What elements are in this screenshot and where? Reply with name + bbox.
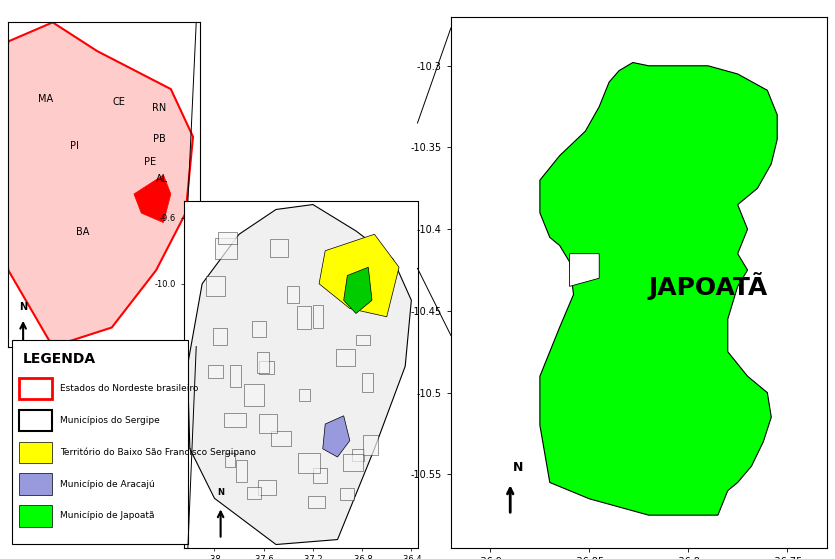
Polygon shape: [260, 361, 275, 375]
Text: CE: CE: [113, 97, 125, 107]
Polygon shape: [287, 286, 299, 303]
Polygon shape: [357, 335, 370, 345]
Text: LEGENDA: LEGENDA: [23, 352, 96, 366]
Polygon shape: [236, 461, 246, 482]
Polygon shape: [300, 389, 310, 400]
Polygon shape: [230, 365, 240, 387]
Text: N: N: [513, 461, 524, 474]
Polygon shape: [298, 453, 320, 473]
Polygon shape: [336, 349, 355, 366]
Polygon shape: [540, 63, 777, 515]
Polygon shape: [257, 352, 269, 373]
Polygon shape: [569, 254, 600, 286]
Polygon shape: [0, 22, 193, 347]
Polygon shape: [347, 258, 361, 269]
Text: Território do Baixo São Francisco Sergipano: Território do Baixo São Francisco Sergip…: [60, 448, 256, 457]
Polygon shape: [363, 435, 378, 455]
Polygon shape: [213, 328, 227, 344]
Polygon shape: [366, 277, 383, 299]
Polygon shape: [187, 205, 412, 544]
Text: PB: PB: [153, 134, 165, 144]
Polygon shape: [367, 253, 385, 275]
Text: N: N: [19, 302, 28, 312]
Polygon shape: [218, 231, 237, 244]
Polygon shape: [208, 365, 223, 378]
Text: Estados do Nordeste brasileiro: Estados do Nordeste brasileiro: [60, 384, 198, 393]
Polygon shape: [258, 480, 276, 495]
Text: Município de Japoatã: Município de Japoatã: [60, 511, 154, 520]
Text: MA: MA: [38, 94, 53, 103]
Text: AL: AL: [156, 174, 168, 184]
Polygon shape: [323, 416, 350, 457]
Polygon shape: [362, 373, 373, 392]
Polygon shape: [215, 238, 236, 259]
Polygon shape: [352, 449, 364, 461]
FancyBboxPatch shape: [12, 340, 189, 543]
Polygon shape: [206, 276, 225, 296]
FancyBboxPatch shape: [19, 410, 53, 431]
Polygon shape: [225, 453, 235, 467]
Polygon shape: [319, 234, 399, 317]
Text: BA: BA: [75, 227, 89, 237]
Polygon shape: [308, 496, 325, 508]
FancyBboxPatch shape: [19, 473, 53, 495]
Polygon shape: [244, 385, 264, 406]
Polygon shape: [270, 239, 288, 257]
Polygon shape: [344, 267, 372, 314]
Polygon shape: [271, 432, 291, 446]
Polygon shape: [342, 454, 363, 471]
Polygon shape: [252, 320, 266, 337]
Polygon shape: [296, 306, 311, 329]
Polygon shape: [313, 305, 323, 328]
Polygon shape: [134, 175, 171, 222]
Polygon shape: [313, 468, 326, 483]
Text: Município de Aracajú: Município de Aracajú: [60, 480, 154, 489]
Polygon shape: [340, 489, 355, 500]
Polygon shape: [225, 413, 245, 427]
Polygon shape: [259, 414, 277, 433]
Text: Municípios do Sergipe: Municípios do Sergipe: [60, 416, 159, 425]
Text: N: N: [217, 488, 224, 497]
FancyBboxPatch shape: [19, 505, 53, 527]
Text: JAPOATÃ: JAPOATÃ: [648, 272, 767, 300]
FancyBboxPatch shape: [19, 378, 53, 399]
Text: PE: PE: [144, 157, 156, 167]
Text: RN: RN: [152, 103, 166, 113]
Polygon shape: [247, 487, 261, 499]
FancyBboxPatch shape: [19, 442, 53, 463]
Text: PI: PI: [70, 141, 79, 151]
